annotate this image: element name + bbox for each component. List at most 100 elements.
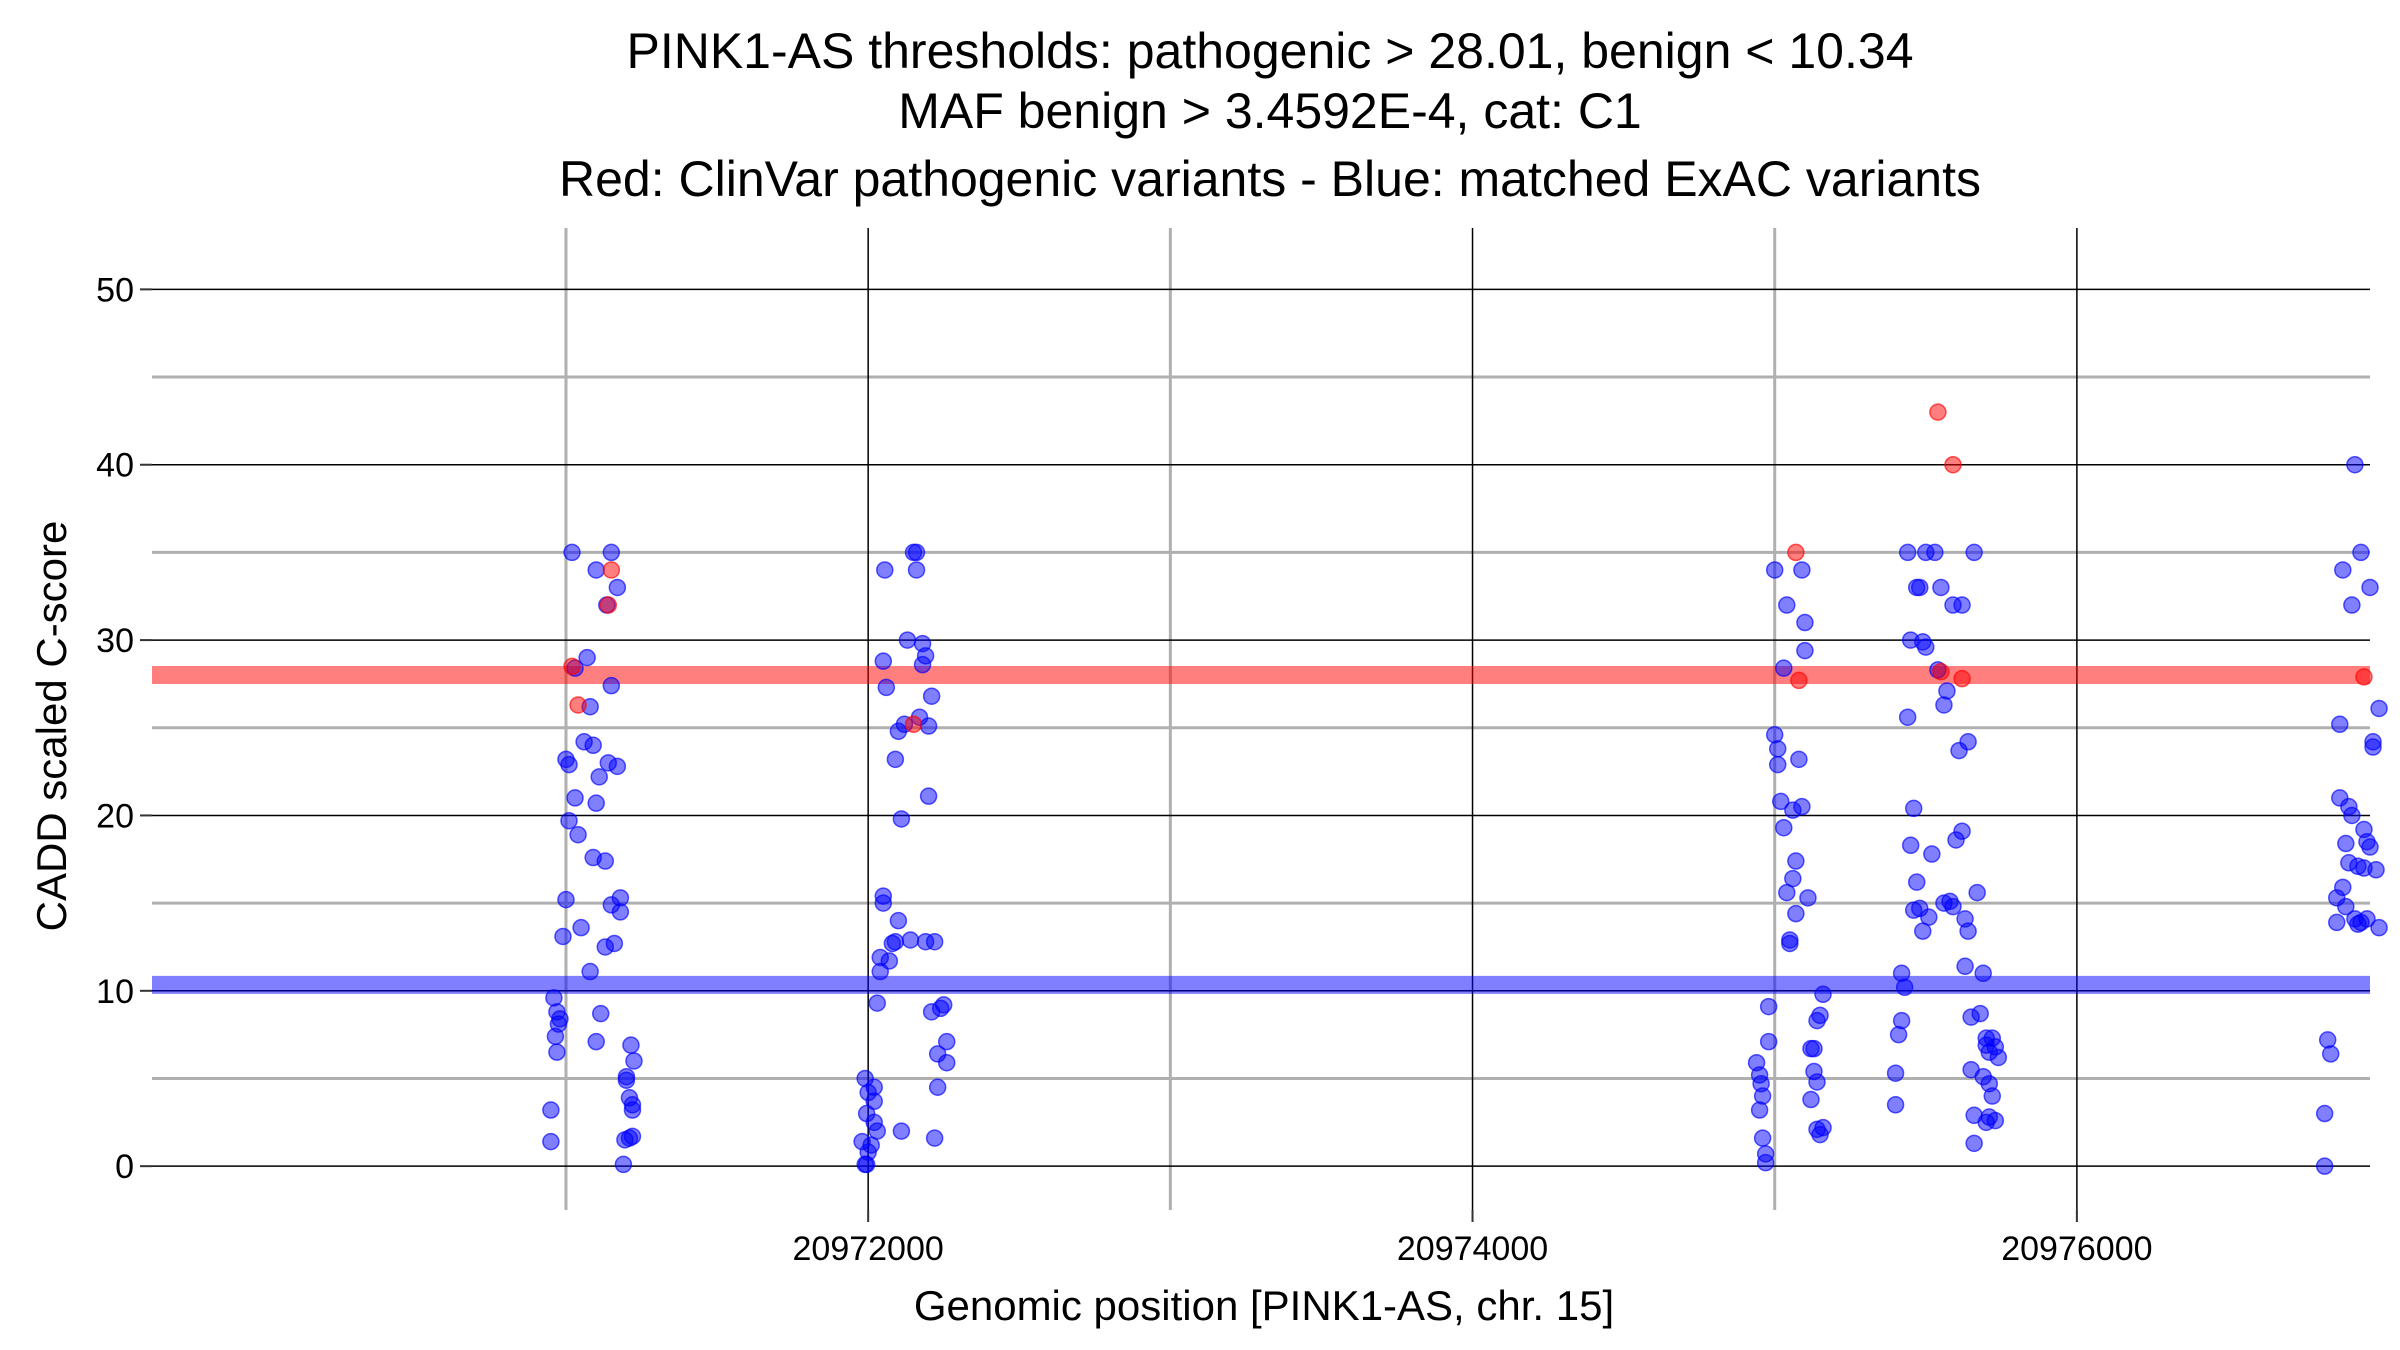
benign-point (1938, 682, 1956, 700)
benign-point (1935, 696, 1953, 714)
benign-point (1983, 1087, 2002, 1105)
benign-point (919, 787, 938, 805)
benign-point (578, 648, 596, 667)
benign-point (1796, 641, 1814, 660)
y-tick-label: 30 (96, 622, 134, 660)
benign-point (1750, 1101, 1769, 1119)
benign-point (625, 1052, 643, 1070)
pathogenic-point (599, 596, 618, 614)
x-axis-ticks: 20972000 20974000 20976000 (793, 1210, 2153, 1268)
benign-point (907, 561, 926, 579)
pathogenic-point (602, 561, 621, 579)
pathogenic-point (1953, 669, 1971, 688)
benign-point (1920, 908, 1938, 926)
benign-point (1784, 869, 1802, 888)
benign-point (557, 890, 575, 909)
y-tick-label: 20 (96, 797, 134, 835)
threshold-lines (152, 665, 2370, 994)
benign-point (1781, 934, 1799, 953)
pathogenic-point (1787, 543, 1805, 562)
benign-point (1759, 1032, 1778, 1051)
pathogenic-point (1790, 671, 1808, 690)
benign-point (1753, 1129, 1772, 1147)
benign-point (611, 903, 630, 921)
chart-title-line-3: Red: ClinVar pathogenic variants - Blue:… (559, 151, 1981, 207)
benign-point (590, 768, 608, 786)
benign-point (1932, 578, 1950, 597)
benign-point (874, 894, 893, 912)
benign-point (916, 647, 935, 665)
benign-point (602, 543, 621, 562)
benign-point (2318, 1031, 2337, 1049)
benign-point (922, 687, 941, 705)
benign-point (2334, 561, 2352, 579)
benign-point (925, 1129, 944, 1147)
benign-point (1917, 638, 1935, 656)
benign-point (584, 736, 602, 755)
pathogenic-point (1932, 662, 1950, 681)
benign-point (2346, 455, 2364, 474)
x-axis-title: Genomic position [PINK1-AS, chr. 15] (914, 1282, 1614, 1329)
benign-point (605, 934, 624, 953)
benign-point (2367, 861, 2385, 879)
benign-point (560, 755, 578, 774)
benign-point (2361, 838, 2379, 856)
benign-point (1768, 740, 1787, 758)
benign-point (1799, 889, 1817, 907)
benign-point (1986, 1111, 2005, 1130)
benign-point (2337, 834, 2355, 853)
y-axis-title: CADD scaled C-score (28, 521, 75, 932)
benign-point (1904, 799, 1923, 818)
benign-point (2328, 913, 2346, 932)
pathogenic-point (2355, 668, 2373, 686)
benign-point (622, 1036, 640, 1054)
pathogenic-point (1929, 403, 1947, 421)
benign-point (1895, 978, 1914, 997)
benign-point (1787, 852, 1805, 870)
benign-point (581, 962, 599, 981)
benign-point (1759, 997, 1778, 1016)
benign-point (560, 811, 578, 830)
benign-point (596, 852, 615, 870)
benign-point (1808, 1073, 1826, 1091)
benign-point (548, 1043, 566, 1061)
benign-point (591, 1004, 610, 1023)
benign-point (898, 631, 917, 649)
minor-gridlines (152, 228, 2370, 1210)
benign-point (2370, 699, 2388, 718)
benign-point (1923, 845, 1941, 863)
pathogenic-point (569, 696, 587, 714)
benign-point (1778, 596, 1796, 614)
benign-point (2331, 715, 2349, 734)
benign-point (2337, 897, 2355, 916)
benign-point (2361, 578, 2379, 597)
chart-title: PINK1-AS thresholds: pathogenic > 28.01,… (559, 23, 1981, 207)
benign-point (546, 1027, 565, 1046)
benign-point (1959, 922, 1977, 940)
benign-point (1889, 1025, 1908, 1044)
benign-point (1898, 708, 1917, 726)
benign-point (2334, 878, 2352, 897)
benign-point (587, 794, 605, 812)
benign-point (1787, 904, 1805, 923)
benign-point (1793, 561, 1811, 579)
benign-point (572, 918, 590, 937)
benign-point (2343, 596, 2361, 614)
chart-title-line-1: PINK1-AS thresholds: pathogenic > 28.01,… (626, 23, 1913, 79)
x-tick-label: 20974000 (1397, 1230, 1548, 1268)
benign-point (2315, 1157, 2334, 1175)
benign-point (868, 1122, 886, 1140)
benign-point (880, 952, 899, 970)
benign-point (1811, 1006, 1829, 1025)
benign-point (1953, 596, 1971, 614)
benign-point (1790, 750, 1808, 769)
y-tick-label: 0 (115, 1148, 134, 1186)
benign-point (614, 1155, 633, 1174)
benign-point (1911, 578, 1929, 597)
benign-point (1765, 561, 1784, 579)
benign-point (865, 1092, 883, 1111)
benign-point (901, 931, 920, 949)
benign-point (1765, 726, 1784, 744)
benign-point (602, 676, 621, 695)
benign-point (2352, 543, 2370, 562)
